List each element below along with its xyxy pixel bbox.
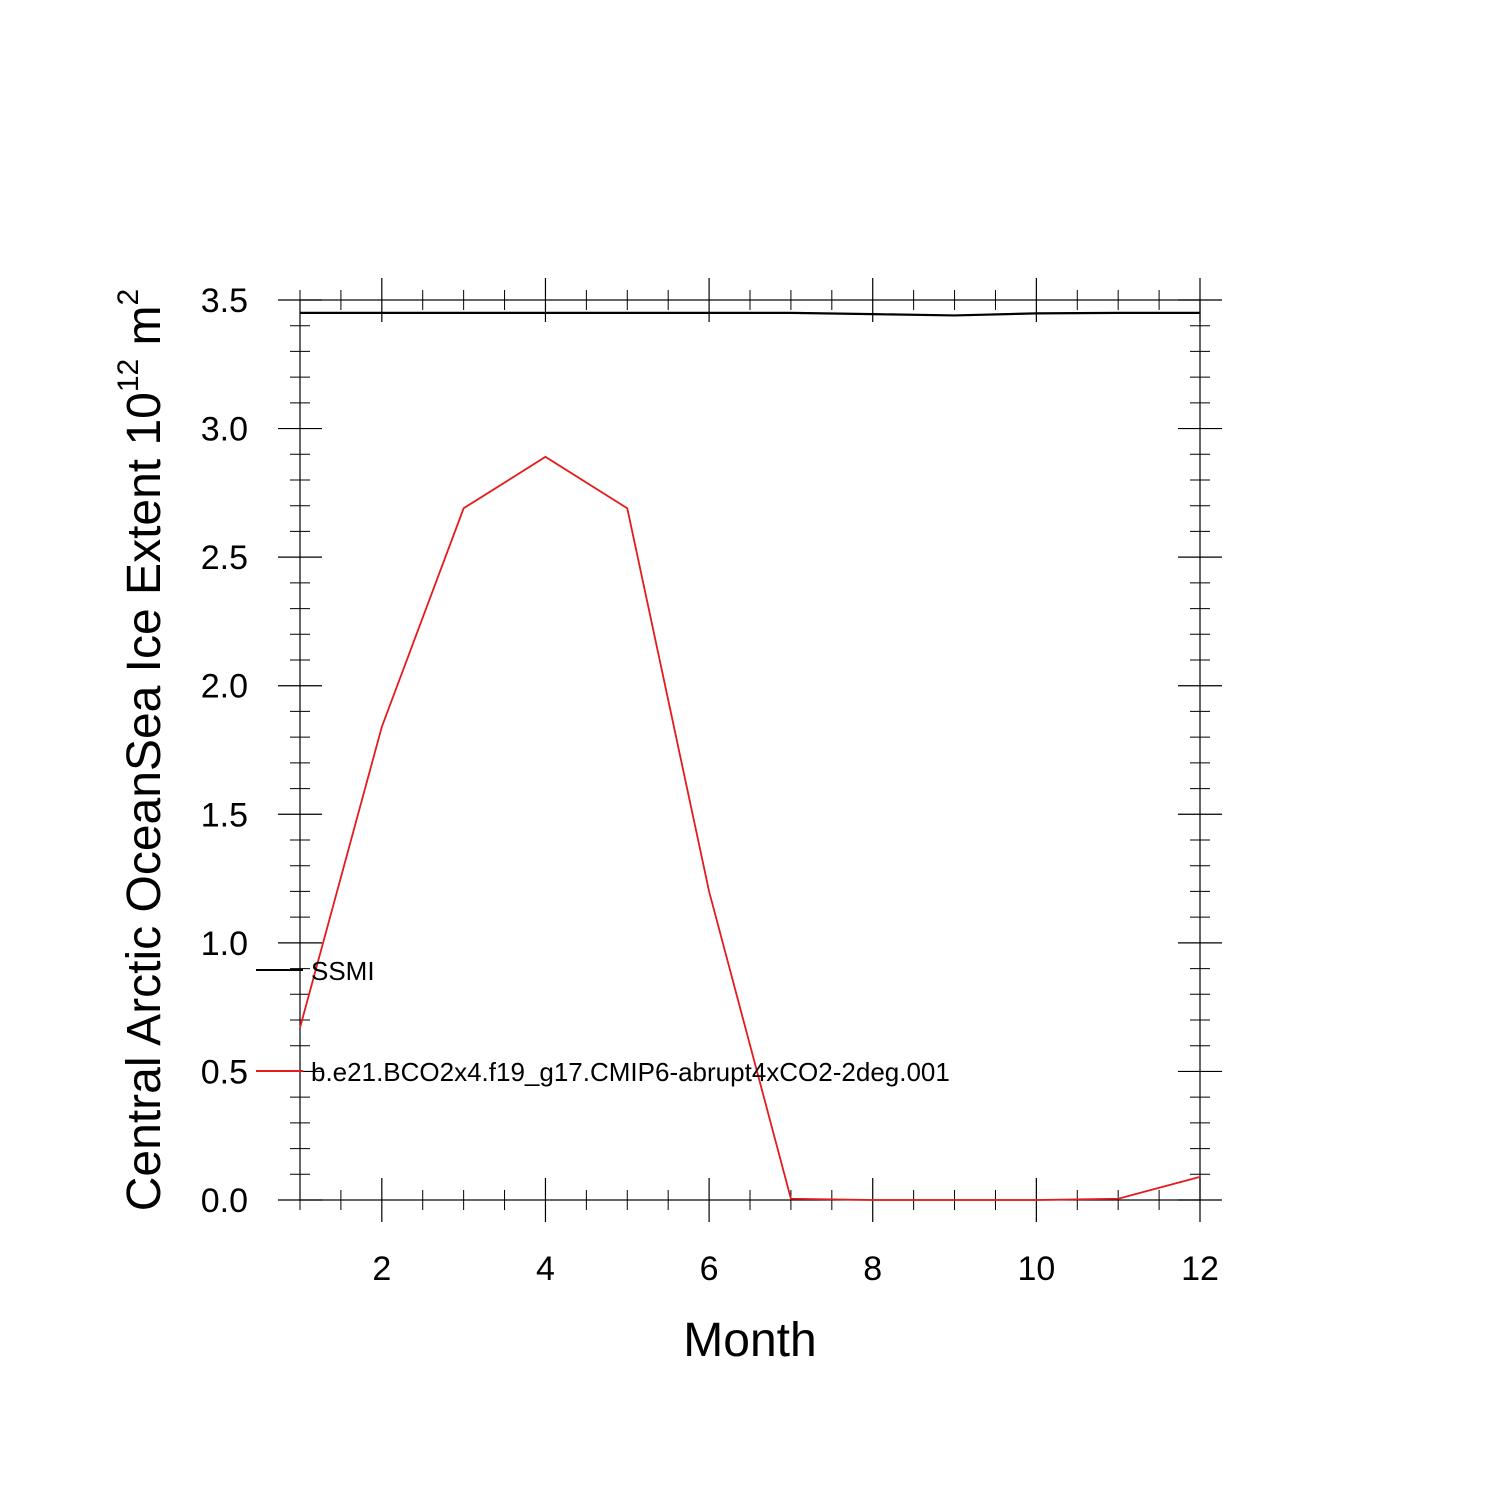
x-tick-label: 10: [1017, 1250, 1055, 1288]
y-axis-title: Central Arctic OceanSea Ice Extent 1012 …: [112, 289, 171, 1211]
y-axis-title-unit-exponent: 2: [112, 289, 145, 306]
y-axis-title-main: Central Arctic OceanSea Ice Extent 10: [118, 392, 171, 1211]
y-axis-title-exponent: 12: [112, 359, 145, 392]
series-line-2: [299, 455, 1201, 1201]
x-tick-label: 12: [1181, 1250, 1219, 1288]
x-axis-title: Month: [683, 1314, 816, 1367]
x-tick-label: 4: [536, 1250, 555, 1288]
plot-frame: [299, 299, 1201, 1201]
y-tick-label: 0.0: [201, 1182, 248, 1220]
y-tick-label: 2.5: [201, 539, 248, 577]
y-tick-label: 3.0: [201, 411, 248, 449]
series-group: [299, 311, 1201, 1201]
legend-label-2: b.e21.BCO2x4.f19_g17.CMIP6-abrupt4xCO2-2…: [311, 1057, 950, 1087]
y-tick-label: 1.5: [201, 796, 248, 834]
x-tick-label: 8: [863, 1250, 882, 1288]
tick-labels: 2 4 6 8 10 12 0.0 0.5 1.0 1.5 2.0 2.5 3.0 3.5: [201, 282, 1219, 1288]
y-tick-label: 1.0: [201, 925, 248, 963]
x-tick-label: 2: [372, 1250, 391, 1288]
legend-label-1: SSMI: [311, 956, 375, 986]
y-tick-label: 3.5: [201, 282, 248, 320]
x-tick-label: 6: [700, 1250, 719, 1288]
series-line-1: [300, 311, 1200, 317]
y-tick-label: 2.0: [201, 668, 248, 706]
y-axis-title-unit: m: [118, 305, 171, 358]
y-tick-label: 0.5: [201, 1053, 248, 1091]
legend: SSMI b.e21.BCO2x4.f19_g17.CMIP6-abrupt4xC…: [256, 956, 950, 1087]
